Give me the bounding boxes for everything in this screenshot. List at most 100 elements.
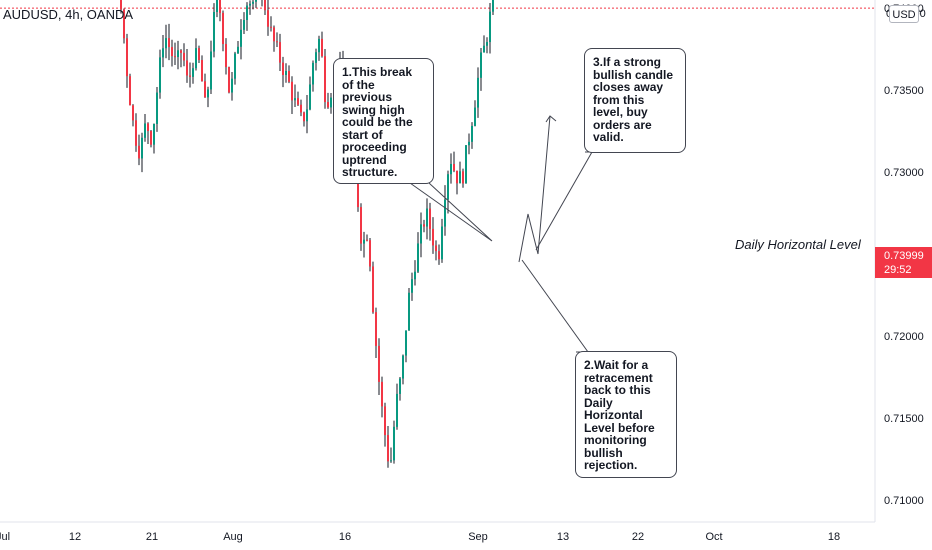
- candle: [318, 35, 320, 61]
- candle: [156, 86, 158, 132]
- candle: [390, 447, 392, 463]
- y-tick-label: 0.73000: [884, 167, 924, 179]
- candle: [474, 100, 476, 127]
- candle: [132, 104, 134, 127]
- candle: [360, 203, 362, 251]
- candle: [267, 0, 269, 36]
- candle: [396, 383, 398, 430]
- currency-button[interactable]: USD: [889, 5, 919, 23]
- note-2-box[interactable]: 2.Wait for a retracement back to this Da…: [575, 351, 677, 478]
- candle: [240, 19, 242, 60]
- candle: [276, 32, 278, 48]
- candle: [243, 12, 245, 34]
- candle: [309, 76, 311, 111]
- candle: [246, 2, 248, 31]
- y-tick-label: 0.71000: [884, 495, 924, 507]
- candle: [378, 338, 380, 396]
- candle: [225, 38, 227, 75]
- x-tick-label: Aug: [223, 531, 243, 543]
- y-tick-label: 0.73500: [884, 85, 924, 97]
- candle: [315, 48, 317, 71]
- candle: [222, 10, 224, 52]
- candle: [375, 307, 377, 358]
- candle: [312, 60, 314, 92]
- candle: [453, 151, 455, 173]
- candle: [465, 145, 467, 184]
- candle: [417, 232, 419, 273]
- candle: [171, 39, 173, 67]
- candle: [381, 376, 383, 418]
- candle: [444, 185, 446, 236]
- candle: [174, 42, 176, 66]
- candle: [165, 24, 167, 59]
- candle: [249, 0, 251, 15]
- candle: [489, 3, 491, 54]
- candle: [279, 33, 281, 71]
- x-tick-label: 13: [557, 531, 569, 543]
- candle: [162, 35, 164, 68]
- projection-path: [518, 115, 551, 263]
- candle: [129, 73, 131, 106]
- y-tick-label: 0.71500: [884, 413, 924, 425]
- candle: [234, 51, 236, 85]
- candle: [420, 212, 422, 258]
- candle: [216, 0, 218, 18]
- candle: [273, 25, 275, 52]
- candle: [483, 35, 485, 53]
- candle: [264, 0, 266, 15]
- candle: [462, 168, 464, 188]
- candle: [255, 0, 257, 8]
- candle: [189, 62, 191, 88]
- candle: [282, 56, 284, 88]
- candle: [291, 76, 293, 114]
- candle: [405, 330, 407, 363]
- y-tick-label: 0.72000: [884, 331, 924, 343]
- note-1-box[interactable]: 1.This break of the previous swing high …: [333, 58, 434, 184]
- candle: [492, 0, 494, 16]
- candle: [393, 420, 395, 464]
- candle: [330, 93, 332, 114]
- candle: [159, 49, 161, 99]
- candle: [270, 16, 272, 32]
- candle: [147, 122, 149, 145]
- note-1-pointer: [409, 182, 493, 242]
- candle: [183, 43, 185, 67]
- candle: [414, 260, 416, 286]
- candle: [429, 202, 431, 241]
- candle: [177, 40, 179, 70]
- candle: [198, 45, 200, 63]
- candle: [168, 23, 170, 61]
- candle: [408, 288, 410, 331]
- time-axis[interactable]: Jul 12 21 Aug 16 Sep 13 22 Oct 18: [0, 521, 875, 543]
- candlestick-series: [120, 0, 494, 468]
- candle: [195, 38, 197, 71]
- note-3-box[interactable]: 3.If a strong bullish candle closes away…: [584, 48, 686, 153]
- candle: [297, 91, 299, 106]
- candle: [144, 114, 146, 142]
- candle: [366, 234, 368, 242]
- x-tick-label: 18: [828, 531, 840, 543]
- x-tick-label: 16: [339, 531, 351, 543]
- candle: [411, 272, 413, 301]
- candle: [459, 161, 461, 184]
- x-tick-label: Jul: [0, 531, 10, 543]
- candle: [150, 130, 152, 148]
- candle: [384, 402, 386, 447]
- candle: [213, 3, 215, 58]
- candle: [480, 47, 482, 91]
- x-tick-label: 22: [632, 531, 644, 543]
- candle: [207, 86, 209, 108]
- candle: [324, 49, 326, 109]
- candle: [294, 84, 296, 107]
- candle: [288, 65, 290, 84]
- note-2-pointer: [521, 259, 589, 353]
- candle: [303, 111, 305, 127]
- x-tick-label: Sep: [468, 531, 488, 543]
- candle: [138, 134, 140, 166]
- annotation-pointers: [409, 115, 593, 353]
- candle: [327, 92, 329, 109]
- x-tick-label: 21: [146, 531, 158, 543]
- candle: [126, 33, 128, 88]
- candle: [432, 217, 434, 254]
